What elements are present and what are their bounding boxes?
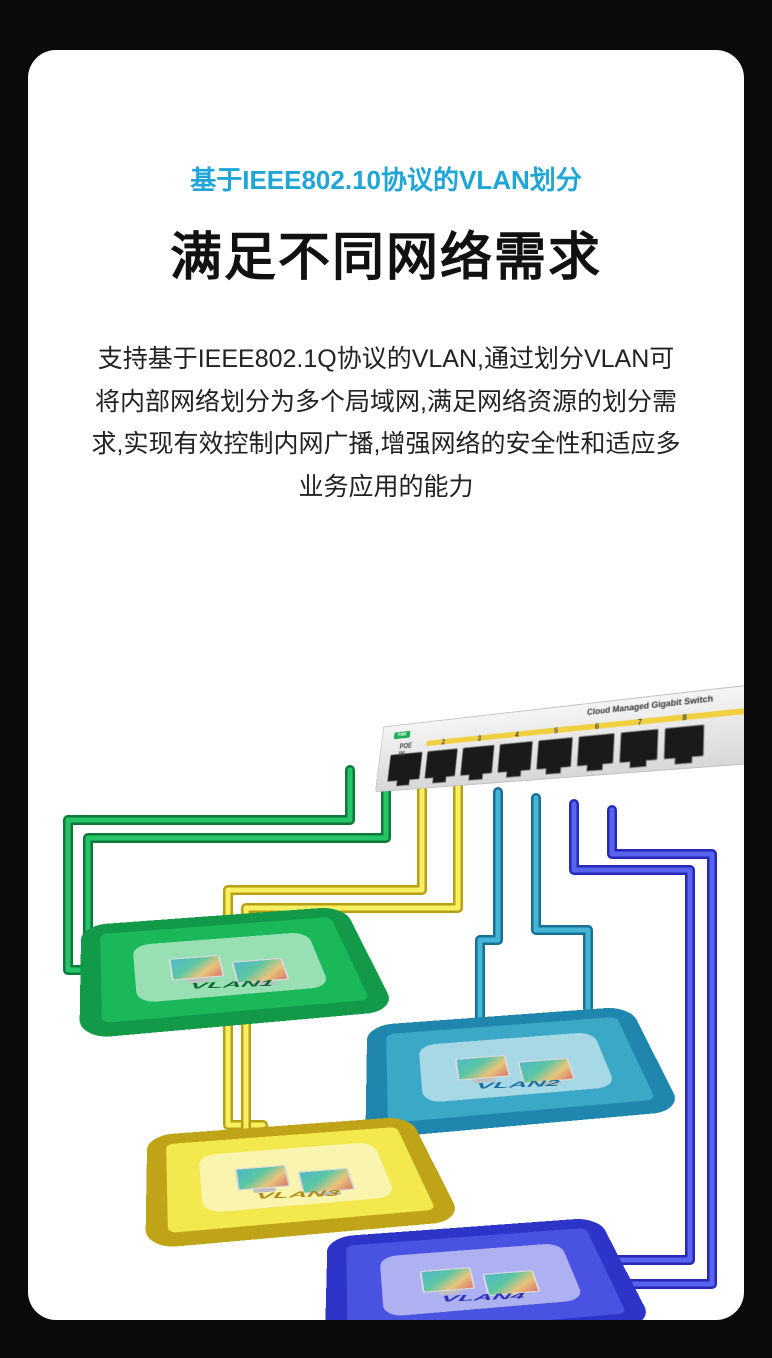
switch-device: Cloud Managed Gigabit Switch PWR: [367, 678, 744, 856]
ethernet-port-1: [387, 751, 423, 782]
vlan-group-vlan2: VLAN2: [365, 1006, 682, 1139]
vlan-inner: [379, 1243, 584, 1317]
ethernet-port-3: [460, 744, 495, 776]
monitor-icon: [455, 1055, 511, 1081]
vlan-inner: [132, 932, 329, 1003]
power-led-icon: PWR: [394, 731, 411, 739]
monitor-icon: [169, 955, 225, 981]
switch-front-panel: Cloud Managed Gigabit Switch PWR: [375, 678, 744, 793]
description: 支持基于IEEE802.1Q协议的VLAN,通过划分VLAN可将内部网络划分为多…: [68, 338, 704, 508]
subtitle: 基于IEEE802.10协议的VLAN划分: [68, 160, 704, 197]
vlan-inner: [418, 1032, 615, 1103]
vlan-diagram: Cloud Managed Gigabit Switch PWR VLAN1VL…: [28, 570, 744, 1320]
ethernet-port-7: [619, 729, 659, 764]
vlan-inner: [198, 1142, 395, 1213]
ethernet-port-5: [536, 737, 573, 770]
vlan-group-vlan1: VLAN1: [79, 906, 396, 1039]
ethernet-port-8: [664, 724, 705, 760]
content-card: 基于IEEE802.10协议的VLAN划分 满足不同网络需求 支持基于IEEE8…: [28, 50, 744, 1320]
monitor-icon: [235, 1165, 291, 1191]
monitor-icon: [420, 1267, 476, 1293]
ethernet-port-4: [497, 741, 533, 773]
ethernet-port-2: [424, 748, 458, 779]
vlan-group-vlan3: VLAN3: [145, 1116, 462, 1249]
ethernet-port-6: [577, 733, 615, 767]
title: 满足不同网络需求: [68, 215, 704, 290]
vlan-group-vlan4: VLAN4: [325, 1217, 654, 1320]
